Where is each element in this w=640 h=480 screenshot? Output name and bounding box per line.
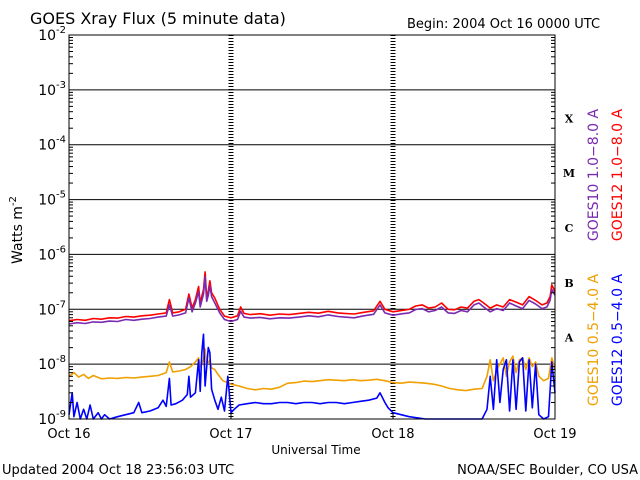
y-tick-label: 10-3	[38, 80, 66, 99]
y-axis-label: Watts m-2	[8, 196, 26, 264]
x-tick-label: Oct 18	[371, 427, 414, 442]
legend-entry-0: GOES12 1.0−8.0 A	[610, 109, 626, 242]
footer-credit: NOAA/SEC Boulder, CO USA	[457, 463, 638, 478]
series-line-3	[68, 333, 556, 420]
y-tick-label: 10-8	[38, 354, 66, 373]
flare-class-labels: A B C M X	[563, 112, 575, 344]
x-tick-labels: Oct 16 Oct 17 Oct 18 Oct 19	[47, 427, 576, 442]
begin-label: Begin: 2004 Oct 16 0000 UTC	[407, 17, 600, 32]
series-line-1	[68, 276, 556, 325]
y-tick-label: 10-6	[38, 244, 66, 263]
flare-class-C: C	[565, 222, 574, 235]
plot-frame	[68, 34, 556, 420]
x-tick-label: Oct 16	[47, 427, 90, 442]
series-line-0	[68, 271, 556, 322]
y-tick-labels: 10-9 10-8 10-7 10-6 10-5 10-4 10-3 10-2	[38, 25, 66, 428]
legend-entry-2: GOES12 0.5−4.0 A	[610, 274, 626, 407]
series-layer	[68, 271, 556, 420]
axes	[68, 34, 556, 420]
chart-title: GOES Xray Flux (5 minute data)	[30, 9, 286, 28]
plot-background	[69, 35, 555, 419]
x-tick-label: Oct 19	[533, 427, 576, 442]
x-tick-label: Oct 17	[209, 427, 252, 442]
y-tick-label: 10-2	[38, 25, 66, 44]
legend: GOES12 1.0−8.0 A GOES10 1.0−8.0 A GOES12 0…	[586, 109, 626, 407]
plot-area	[69, 35, 555, 419]
legend-entry-1: GOES10 1.0−8.0 A	[586, 109, 602, 242]
flare-class-M: M	[563, 167, 575, 180]
flare-class-A: A	[564, 332, 574, 345]
y-tick-label: 10-5	[38, 190, 66, 209]
footer-updated: Updated 2004 Oct 18 23:56:03 UTC	[2, 463, 234, 478]
legend-entry-3: GOES10 0.5−4.0 A	[586, 274, 602, 407]
y-tick-label: 10-9	[38, 409, 66, 428]
x-axis-label: Universal Time	[271, 443, 360, 457]
y-tick-label: 10-7	[38, 299, 66, 318]
y-tick-label: 10-4	[38, 135, 66, 154]
grid-lines	[69, 34, 555, 420]
flare-class-B: B	[564, 277, 573, 290]
flare-class-X: X	[565, 112, 574, 125]
